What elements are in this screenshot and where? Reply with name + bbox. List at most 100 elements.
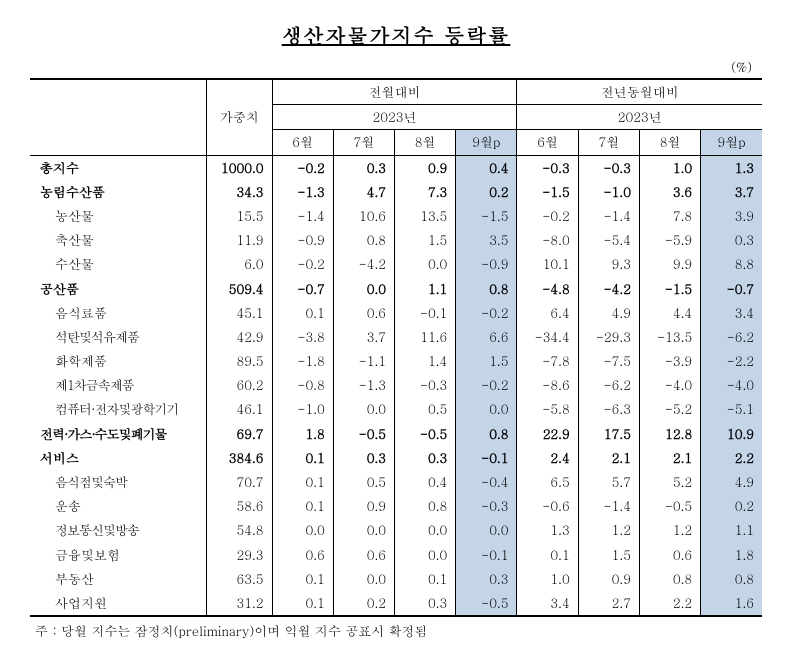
cell-yoy: 1.5	[578, 543, 639, 567]
cell-yoy: -5.1	[701, 397, 762, 421]
cell-yoy: 12.8	[639, 422, 700, 446]
cell-yoy: 2.7	[578, 591, 639, 616]
table-row: 운송58.60.10.90.8-0.3-0.6-1.4-0.50.2	[30, 494, 762, 518]
cell-yoy: -4.0	[639, 373, 700, 397]
cell-yoy: 3.9	[701, 204, 762, 228]
cell-mom: -1.5	[456, 204, 517, 228]
cell-yoy: -1.0	[578, 180, 639, 204]
cell-mom: -0.9	[456, 252, 517, 276]
cell-yoy: 5.7	[578, 470, 639, 494]
cell-weight: 42.9	[207, 325, 272, 349]
cell-yoy: -6.2	[578, 373, 639, 397]
year-mom: 2023년	[272, 105, 517, 130]
cell-yoy: -4.0	[701, 373, 762, 397]
cell-yoy: -6.2	[701, 325, 762, 349]
cell-weight: 11.9	[207, 228, 272, 252]
cell-weight: 1000.0	[207, 155, 272, 180]
cell-yoy: 0.6	[639, 543, 700, 567]
table-row: 농림수산품34.3-1.34.77.30.2-1.5-1.03.63.7	[30, 180, 762, 204]
table-row: 음식료품45.10.10.6-0.1-0.26.44.94.43.4	[30, 301, 762, 325]
cell-mom: 0.3	[456, 567, 517, 591]
table-row: 화학제품89.5-1.8-1.11.41.5-7.8-7.5-3.9-2.2	[30, 349, 762, 373]
cell-mom: 11.6	[395, 325, 456, 349]
cell-weight: 29.3	[207, 543, 272, 567]
cell-mom: 0.3	[333, 446, 394, 470]
cell-mom: 0.3	[333, 155, 394, 180]
row-label: 정보통신및방송	[30, 518, 207, 542]
cell-yoy: -1.4	[578, 494, 639, 518]
cell-mom: 0.1	[272, 301, 333, 325]
table-row: 컴퓨터·전자및광학기기46.1-1.00.00.50.0-5.8-6.3-5.2…	[30, 397, 762, 421]
cell-yoy: 4.9	[701, 470, 762, 494]
table-row: 총지수1000.0-0.20.30.90.4-0.3-0.31.01.3	[30, 155, 762, 180]
row-label: 축산물	[30, 228, 207, 252]
cell-yoy: 0.8	[701, 567, 762, 591]
cell-mom: -3.8	[272, 325, 333, 349]
cell-mom: 0.8	[456, 422, 517, 446]
cell-mom: -0.5	[395, 422, 456, 446]
cell-yoy: -2.2	[701, 349, 762, 373]
cell-yoy: -8.0	[517, 228, 578, 252]
cell-weight: 34.3	[207, 180, 272, 204]
cell-yoy: -1.5	[517, 180, 578, 204]
cell-mom: 0.4	[395, 470, 456, 494]
table-row: 공산품509.4-0.70.01.10.8-4.8-4.2-1.5-0.7	[30, 277, 762, 301]
table-row: 금융및보험29.30.60.60.0-0.10.11.50.61.8	[30, 543, 762, 567]
cell-mom: 0.1	[395, 567, 456, 591]
data-table: 가중치 전월대비 전년동월대비 2023년 2023년 6월 7월 8월 9월p…	[30, 78, 762, 617]
row-label: 금융및보험	[30, 543, 207, 567]
year-yoy: 2023년	[517, 105, 762, 130]
cell-yoy: -7.8	[517, 349, 578, 373]
cell-yoy: -0.3	[578, 155, 639, 180]
cell-yoy: 22.9	[517, 422, 578, 446]
cell-mom: 3.7	[333, 325, 394, 349]
cell-yoy: 2.2	[701, 446, 762, 470]
table-row: 제1차금속제품60.2-0.8-1.3-0.3-0.2-8.6-6.2-4.0-…	[30, 373, 762, 397]
cell-weight: 69.7	[207, 422, 272, 446]
cell-mom: -0.9	[272, 228, 333, 252]
cell-mom: 1.4	[395, 349, 456, 373]
cell-mom: 0.0	[456, 397, 517, 421]
row-label: 농림수산품	[30, 180, 207, 204]
cell-yoy: 1.8	[701, 543, 762, 567]
m7-mom: 7월	[333, 130, 394, 155]
cell-mom: 1.1	[395, 277, 456, 301]
cell-mom: 0.8	[395, 494, 456, 518]
cell-yoy: 1.3	[701, 155, 762, 180]
cell-mom: 3.5	[456, 228, 517, 252]
cell-mom: -0.2	[456, 301, 517, 325]
row-label: 석탄및석유제품	[30, 325, 207, 349]
cell-mom: 0.2	[456, 180, 517, 204]
cell-yoy: -1.4	[578, 204, 639, 228]
cell-yoy: -3.9	[639, 349, 700, 373]
cell-yoy: 10.9	[701, 422, 762, 446]
cell-yoy: 10.1	[517, 252, 578, 276]
cell-weight: 46.1	[207, 397, 272, 421]
cell-yoy: 0.1	[517, 543, 578, 567]
cell-yoy: -6.3	[578, 397, 639, 421]
cell-mom: 0.0	[456, 518, 517, 542]
cell-yoy: 7.8	[639, 204, 700, 228]
cell-yoy: 3.7	[701, 180, 762, 204]
cell-mom: -0.4	[456, 470, 517, 494]
cell-yoy: 17.5	[578, 422, 639, 446]
cell-yoy: -34.4	[517, 325, 578, 349]
m8-mom: 8월	[395, 130, 456, 155]
cell-yoy: 1.3	[517, 518, 578, 542]
cell-mom: 0.5	[333, 470, 394, 494]
m9-mom: 9월p	[456, 130, 517, 155]
row-label: 화학제품	[30, 349, 207, 373]
cell-yoy: -5.2	[639, 397, 700, 421]
cell-weight: 6.0	[207, 252, 272, 276]
row-label: 음식료품	[30, 301, 207, 325]
cell-yoy: 2.4	[517, 446, 578, 470]
m7-yoy: 7월	[578, 130, 639, 155]
cell-mom: 0.9	[395, 155, 456, 180]
cell-mom: 0.4	[456, 155, 517, 180]
cell-mom: -0.3	[456, 494, 517, 518]
cell-mom: 0.1	[272, 470, 333, 494]
cell-mom: -0.2	[272, 155, 333, 180]
cell-yoy: 0.9	[578, 567, 639, 591]
cell-yoy: -4.8	[517, 277, 578, 301]
cell-mom: -0.8	[272, 373, 333, 397]
